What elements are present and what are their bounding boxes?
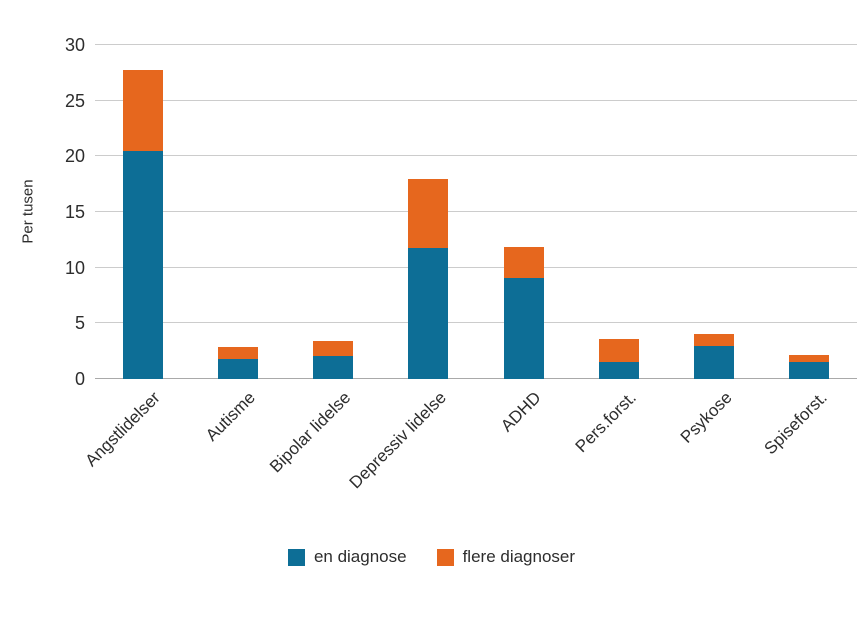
x-axis-label: Angstlidelser [81, 388, 165, 471]
x-axis-label: Psykose [676, 388, 736, 447]
gridline [95, 211, 857, 212]
bar-segment-flere-diagnoser [598, 338, 639, 363]
bar-group [598, 338, 639, 379]
y-tick-label: 10 [64, 257, 85, 278]
baseline-gridline [95, 378, 857, 379]
bar-group [694, 334, 735, 379]
y-tick-label: 5 [74, 313, 85, 334]
y-tick-label: 30 [64, 35, 85, 55]
legend-item: flere diagnoser [436, 547, 576, 567]
gridline [95, 322, 857, 324]
bar-segment-en-diagnose [503, 277, 544, 379]
bar-group [313, 341, 354, 379]
bar-segment-en-diagnose [122, 150, 163, 379]
bar-group [408, 178, 449, 379]
x-axis-label: Bipolar lidelse [266, 388, 355, 477]
bar-segment-flere-diagnoser [789, 354, 830, 363]
x-axis-label: Pers.forst. [572, 388, 641, 457]
bar-segment-flere-diagnoser [408, 178, 449, 248]
bar-segment-en-diagnose [217, 358, 258, 379]
bar-segment-en-diagnose [408, 247, 449, 379]
bar-segment-flere-diagnoser [122, 69, 163, 151]
bar-segment-en-diagnose [313, 355, 354, 379]
bar-group [217, 346, 258, 379]
x-axis-label: Depressiv lidelse [345, 388, 450, 493]
legend-swatch-en-diagnose [287, 548, 305, 566]
bar-segment-en-diagnose [789, 362, 830, 379]
bar-segment-flere-diagnoser [313, 341, 354, 356]
x-axis-label: Autisme [202, 388, 260, 445]
gridline [95, 99, 857, 101]
legend-item: en diagnose [287, 547, 407, 567]
bar-group [789, 354, 830, 379]
plot-area [95, 44, 857, 379]
legend-label: en diagnose [313, 547, 407, 566]
bar-group [503, 246, 544, 379]
bar-segment-flere-diagnoser [503, 246, 544, 278]
bar-segment-flere-diagnoser [694, 334, 735, 346]
y-tick-label: 0 [74, 369, 85, 389]
y-tick-label: 25 [64, 90, 85, 111]
legend: en diagnose flere diagnoser [0, 547, 863, 567]
gridline [95, 266, 857, 268]
legend-label: flere diagnoser [462, 547, 576, 566]
x-axis-label: Spiseforst. [760, 388, 831, 459]
y-tick-label: 15 [64, 202, 85, 222]
bar-segment-flere-diagnoser [217, 346, 258, 359]
bar-segment-en-diagnose [694, 345, 735, 379]
legend-swatch-flere-diagnoser [436, 548, 454, 566]
gridline [95, 155, 857, 157]
bar-group [122, 69, 163, 379]
gridline [95, 44, 857, 45]
bar-segment-en-diagnose [598, 362, 639, 379]
y-tick-label: 20 [64, 146, 85, 167]
x-axis-label: ADHD [497, 388, 546, 436]
